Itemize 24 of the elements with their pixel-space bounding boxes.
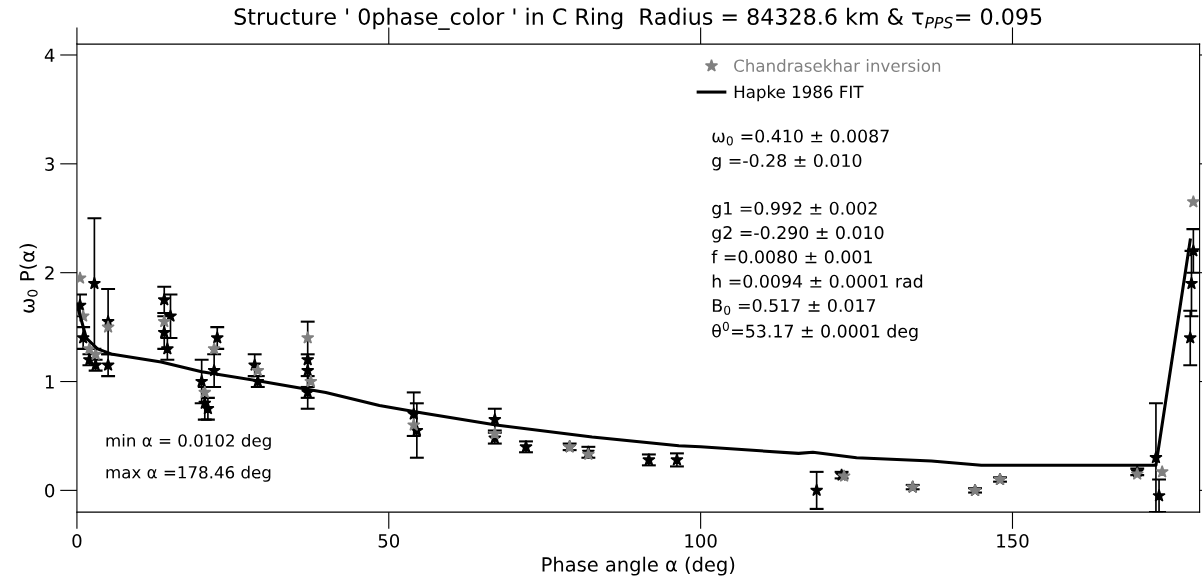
- annotation: max α =178.46 deg: [106, 465, 271, 482]
- annotation: g2 =-0.290 ± 0.010: [712, 226, 884, 243]
- annotation: g =-0.28 ± 0.010: [712, 153, 862, 171]
- annotation: min α = 0.0102 deg: [106, 433, 271, 451]
- y-tick-label: 0: [45, 483, 55, 498]
- annotation: f =0.0080 ± 0.001: [711, 250, 872, 264]
- legend-label: Chandrasekhar inversion: [734, 59, 941, 72]
- x-tick-label: 150: [997, 533, 1029, 548]
- y-tick-label: 3: [45, 157, 54, 171]
- annotation: B$_{0}$ =0.517 ± 0.017: [712, 298, 876, 315]
- x-tick-label: 100: [685, 533, 717, 548]
- y-tick-label: 1: [45, 375, 54, 389]
- y-tick-label: 4: [44, 48, 55, 62]
- annotation: ω$_{0}$ =0.410 ± 0.0087: [712, 129, 889, 146]
- annotation: h =0.0094 ± 0.0001 rad: [712, 274, 923, 288]
- legend-label: Hapke 1986 FIT: [734, 85, 864, 102]
- annotation: θ$^{0}$=53.17 ± 0.0001 deg: [712, 321, 918, 342]
- annotation: g1 =0.992 ± 0.002: [712, 201, 877, 219]
- y-tick-label: 2: [45, 266, 54, 280]
- chart-title: Structure ' 0phase_color ' in C Ring Radius = 84328.6 km & τ$_{PPS}$= 0.095: [234, 7, 1042, 30]
- x-axis-title: Phase angle α (deg): [542, 556, 735, 576]
- y-axis-title: ω$_{0}$ P(α): [19, 244, 38, 313]
- x-tick-label: 50: [378, 533, 400, 548]
- x-tick-label: 0: [72, 533, 82, 548]
